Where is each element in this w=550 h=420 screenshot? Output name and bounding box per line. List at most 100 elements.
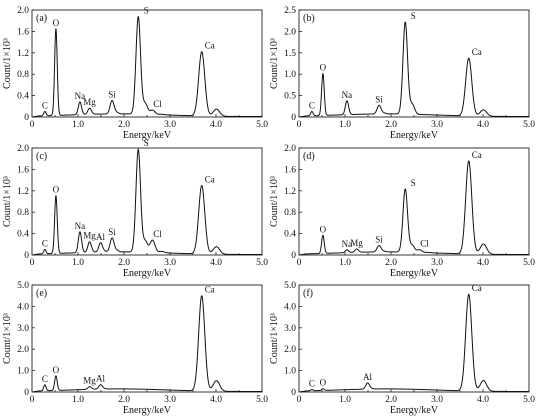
y-tick-label: 3.0 (284, 324, 296, 334)
x-tick-label: 4.0 (477, 258, 489, 268)
y-tick-label: 1.0 (284, 70, 296, 80)
peak-label-c: C (309, 378, 315, 388)
y-tick-label: 1.2 (17, 49, 29, 59)
y-tick-label: 2.0 (17, 345, 29, 355)
y-tick-label: 1.6 (284, 165, 296, 175)
peak-label-ca: Ca (205, 41, 215, 51)
x-tick-label: 5.0 (523, 120, 535, 130)
peak-label-si: Si (375, 234, 383, 244)
peak-label-mg: Mg (83, 231, 96, 241)
spectrum-line (299, 293, 530, 393)
y-tick-label: 2.0 (284, 144, 296, 154)
y-tick-label: 5.0 (17, 281, 29, 291)
x-tick-label: 0 (297, 120, 302, 130)
eds-panel-c: 0 1.0 2.0 3.0 4.0 5.000.40.81.21.62.0Energy/k… (2, 138, 268, 279)
peak-label-c: C (42, 374, 48, 384)
x-axis-title: Energy/keV (123, 268, 172, 279)
y-axis-title: Count/1×10³ (2, 38, 13, 89)
peak-label-o: O (53, 185, 60, 195)
peak-label-al: Al (96, 374, 105, 384)
peak-label-o: O (320, 63, 327, 73)
peak-label-si: Si (108, 227, 116, 237)
peak-label-o: O (320, 378, 327, 388)
y-tick-label: 0.4 (17, 92, 29, 102)
y-tick-label: 1.0 (284, 367, 296, 377)
peak-label-s: S (144, 138, 149, 148)
y-tick-label: 1.6 (17, 27, 29, 37)
y-tick-label: 0.8 (17, 70, 29, 80)
spectrum-line (32, 295, 263, 393)
x-tick-label: 1.0 (339, 395, 351, 405)
y-tick-label: 5.0 (284, 281, 296, 291)
y-tick-label: 3.0 (17, 324, 29, 334)
spectrum-line (32, 148, 263, 256)
plot-frame (31, 147, 263, 256)
x-tick-label: 0 (30, 120, 35, 130)
peak-label-na: Na (342, 239, 353, 249)
x-tick-label: 1.0 (339, 120, 351, 130)
y-axis-title: Count/1×10³ (2, 313, 13, 364)
y-tick-label: 0.5 (284, 92, 296, 102)
x-tick-label: 2.0 (385, 120, 397, 130)
plot-frame (298, 284, 530, 393)
x-tick-label: 4.0 (210, 120, 222, 130)
x-tick-label: 3.0 (164, 120, 176, 130)
y-tick-label: 4.0 (17, 302, 29, 312)
peak-label-c: C (42, 100, 48, 110)
y-tick-label: 0 (291, 251, 296, 261)
x-tick-label: 0 (30, 258, 35, 268)
y-tick-label: 1.5 (284, 49, 296, 59)
peak-label-c: C (309, 100, 315, 110)
peak-label-mg: Mg (83, 376, 96, 386)
peak-label-ca: Ca (205, 285, 215, 295)
x-tick-label: 2.0 (385, 258, 397, 268)
peak-label-ca: Ca (205, 174, 215, 184)
peak-label-s: S (411, 11, 416, 21)
peak-label-s: S (144, 6, 149, 16)
x-tick-label: 4.0 (477, 120, 489, 130)
x-tick-label: 1.0 (72, 395, 84, 405)
eds-panel-f: 0 1.0 2.0 3.0 4.0 5.0 0 1.0 2.0 3.0 4.0 5.0 Energy/k… (269, 281, 535, 416)
y-tick-label: 1.0 (17, 367, 29, 377)
y-tick-label: 0 (291, 113, 296, 123)
x-tick-label: 4.0 (477, 395, 489, 405)
x-axis-title: Energy/keV (390, 405, 439, 416)
peak-label-mg: Mg (350, 238, 363, 248)
peak-label-na: Na (75, 221, 86, 231)
eds-panel-b: 0 1.0 2.0 3.0 4.0 5.0 0 0.5 1.0 1.5 2.0 2.5 Energy/k… (269, 6, 535, 141)
eds-panel-e: 0 1.0 2.0 3.0 4.0 5.0 0 1.0 2.0 3.0 4.0 5.0 Energy/k… (2, 281, 268, 416)
peak-label-cl: Cl (420, 239, 429, 249)
y-tick-label: 0.4 (284, 230, 296, 240)
peak-label-c: C (42, 238, 48, 248)
x-tick-label: 3.0 (431, 120, 443, 130)
peak-label-cl: Cl (153, 99, 162, 109)
peak-label-ca: Ca (472, 283, 482, 293)
y-tick-label: 0 (24, 251, 29, 261)
peak-label-ca: Ca (472, 47, 482, 57)
x-tick-label: 2.0 (118, 395, 130, 405)
plot-frame (31, 9, 263, 118)
x-tick-label: 4.0 (210, 395, 222, 405)
y-axis-title: Count/1×10³ (269, 38, 280, 89)
panel-label: (d) (303, 151, 315, 162)
peak-label-cl: Cl (153, 229, 162, 239)
panel-label: (a) (36, 13, 47, 24)
x-tick-label: 2.0 (118, 258, 130, 268)
x-axis-title: Energy/keV (390, 130, 439, 141)
x-tick-label: 5.0 (256, 258, 268, 268)
peak-label-o: O (53, 18, 60, 28)
x-tick-label: 0 (30, 395, 35, 405)
panel-label: (b) (303, 13, 315, 24)
x-tick-label: 1.0 (72, 258, 84, 268)
y-tick-label: 1.6 (17, 165, 29, 175)
x-axis-title: Energy/keV (123, 405, 172, 416)
x-tick-label: 5.0 (256, 395, 268, 405)
peak-label-si: Si (375, 94, 383, 104)
x-tick-label: 4.0 (210, 258, 222, 268)
spectrum-line (32, 16, 263, 118)
peak-label-na: Na (75, 91, 86, 101)
peak-label-al: Al (363, 372, 372, 382)
plot-frame (298, 147, 530, 256)
spectrum-line (299, 21, 530, 118)
panel-label: (e) (36, 288, 47, 299)
